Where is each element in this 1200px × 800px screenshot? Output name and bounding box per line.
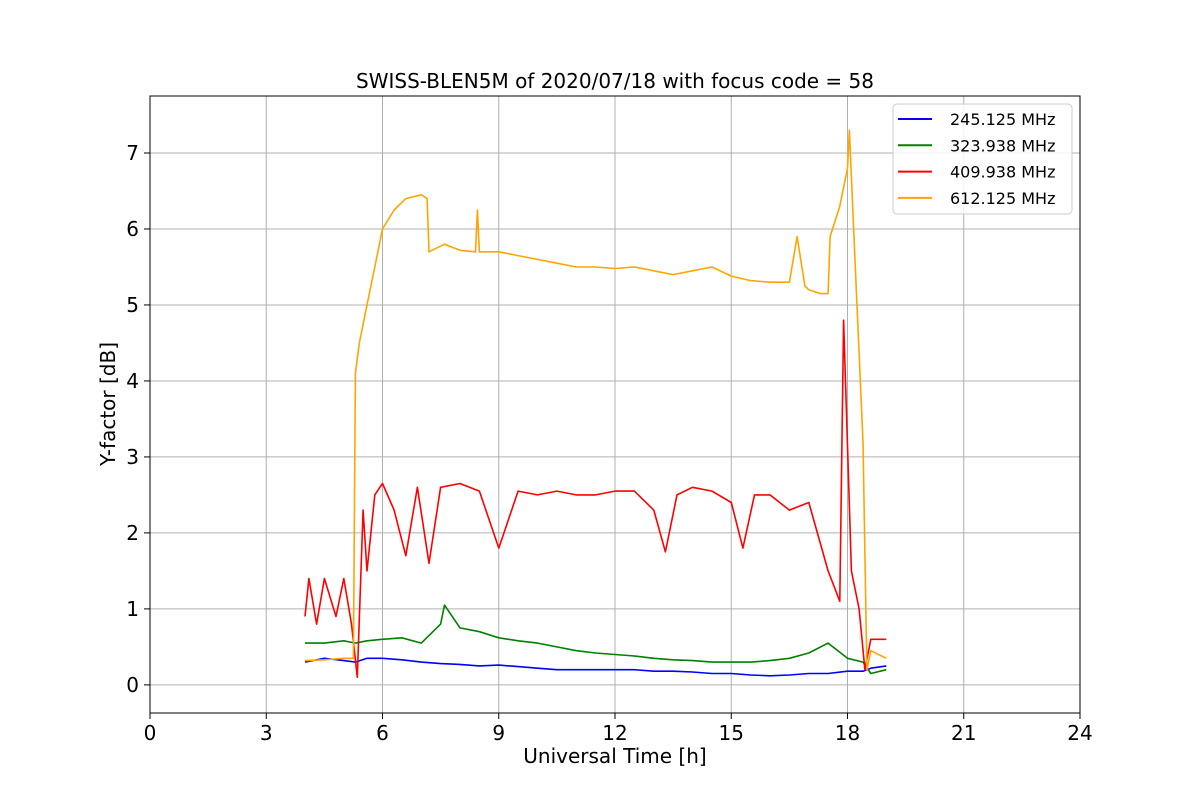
legend-box	[892, 103, 1073, 215]
x-tick-label: 15	[719, 721, 744, 745]
x-tick-label: 12	[602, 721, 627, 745]
x-tick-label: 21	[951, 721, 976, 745]
chart-title: SWISS-BLEN5M of 2020/07/18 with focus co…	[356, 69, 874, 93]
y-tick-label: 4	[126, 369, 139, 393]
y-ticks: 0 1 2 3 4 5 6 7	[126, 141, 150, 697]
x-tick-label: 0	[144, 721, 157, 745]
legend-label: 245.125 MHz	[950, 110, 1055, 129]
x-axis-label: Universal Time [h]	[523, 744, 706, 768]
y-tick-label: 5	[126, 293, 139, 317]
legend-label: 409.938 MHz	[950, 163, 1055, 182]
series-line-0	[304, 657, 887, 677]
x-tick-label: 18	[835, 721, 860, 745]
y-tick-label: 2	[126, 521, 139, 545]
legend-label: 323.938 MHz	[950, 136, 1055, 155]
x-tick-label: 6	[376, 721, 389, 745]
y-tick-label: 1	[126, 597, 139, 621]
y-tick-label: 3	[126, 445, 139, 469]
x-ticks: 0 3 6 9 12 15 18 21 24	[144, 713, 1093, 745]
series-layer	[304, 129, 887, 679]
y-axis-label: Y-factor [dB]	[96, 342, 120, 467]
series-line-1	[305, 604, 887, 675]
y-tick-label: 7	[126, 141, 139, 165]
legend-label: 612.125 MHz	[950, 189, 1055, 208]
series-line-3	[304, 129, 887, 671]
series-line-2	[304, 319, 887, 679]
x-tick-label: 9	[492, 721, 505, 745]
y-tick-label: 0	[126, 673, 139, 697]
x-tick-label: 24	[1067, 721, 1092, 745]
legend: 245.125 MHz 323.938 MHz 409.938 MHz 612.125…	[892, 103, 1073, 215]
legend-entries: 245.125 MHz 323.938 MHz 409.938 MHz 612.125…	[898, 110, 1055, 208]
x-tick-label: 3	[260, 721, 273, 745]
y-tick-label: 6	[126, 217, 139, 241]
